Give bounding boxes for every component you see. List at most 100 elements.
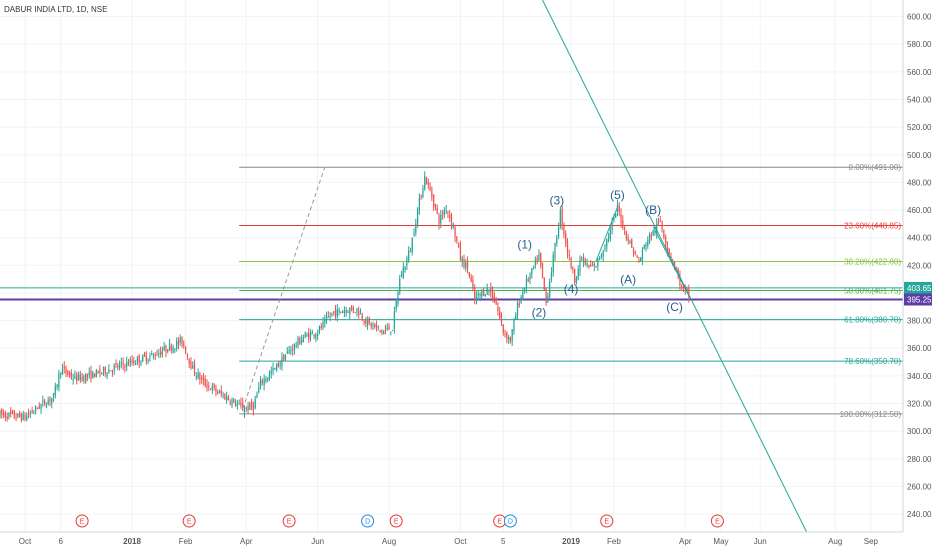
candle-body	[679, 275, 681, 286]
candle-body	[397, 292, 399, 304]
event-badge[interactable]	[182, 514, 196, 528]
candle-body	[447, 211, 449, 214]
candle-body	[279, 363, 281, 366]
candle-body	[641, 249, 644, 260]
candle-body	[568, 254, 570, 256]
candle-body	[226, 396, 228, 401]
candle-body	[65, 366, 67, 374]
event-badge[interactable]	[361, 514, 375, 528]
candle-body	[209, 389, 212, 391]
candle-body	[663, 230, 665, 239]
candle-body	[550, 272, 553, 280]
candle-body	[295, 345, 297, 347]
event-badge[interactable]	[600, 514, 614, 528]
trend-lines[interactable]	[242, 0, 808, 533]
candle-body	[136, 357, 139, 362]
candle-body	[547, 295, 549, 302]
candle-body	[481, 290, 483, 297]
event-badge[interactable]	[710, 514, 724, 528]
trend-line[interactable]	[242, 167, 326, 410]
candle-body	[609, 228, 611, 240]
candle-body	[506, 332, 508, 339]
candle-body	[500, 314, 503, 324]
candle-body	[347, 312, 349, 314]
candle-body	[340, 311, 342, 313]
candle-body	[629, 240, 631, 244]
candle-body	[159, 351, 162, 355]
candle-body	[525, 278, 528, 288]
price-tag[interactable]	[904, 293, 932, 306]
candle-body	[402, 267, 404, 278]
candle-body	[556, 238, 558, 244]
price-tick-label: 580.00	[907, 40, 932, 49]
price-tag[interactable]	[904, 281, 932, 294]
candle-body	[165, 345, 167, 352]
candle-body	[288, 350, 290, 354]
candle-body	[158, 353, 160, 355]
trend-line[interactable]	[595, 207, 618, 262]
time-tick-label: 5	[501, 537, 506, 546]
candle-body	[2, 413, 5, 415]
price-tick-label: 340.00	[907, 372, 932, 381]
candle-body	[309, 332, 312, 337]
candle-body	[272, 367, 274, 372]
candle-body	[531, 268, 533, 275]
candle-body	[115, 363, 117, 365]
trend-line[interactable]	[542, 0, 808, 533]
candle-body	[388, 325, 390, 330]
candle-body	[488, 289, 490, 291]
candle-body	[206, 383, 208, 388]
candle-body	[408, 251, 410, 261]
event-badge[interactable]	[389, 514, 403, 528]
candle-body	[49, 398, 51, 402]
event-badge[interactable]	[503, 514, 517, 528]
event-badge[interactable]	[282, 514, 296, 528]
candle-body	[51, 397, 53, 404]
candle-body	[258, 387, 260, 392]
candle-body	[311, 332, 313, 335]
candle-body	[274, 367, 276, 369]
candle-body	[366, 319, 369, 326]
candle-body	[581, 257, 583, 260]
candle-body	[118, 364, 121, 368]
candle-body	[425, 178, 428, 185]
candle-body	[26, 415, 28, 421]
price-tick-label: 280.00	[907, 455, 932, 464]
candle-body	[349, 308, 351, 314]
candle-body	[365, 320, 367, 324]
candle-body	[404, 266, 406, 271]
candle-body	[456, 236, 458, 242]
candle-body	[138, 355, 140, 363]
candle-body	[299, 337, 301, 344]
candle-body	[154, 355, 156, 357]
candle-body	[176, 341, 178, 349]
candle-body	[622, 220, 624, 228]
time-axis[interactable]: Oct 6 2018 Feb Apr Jun Aug Oct 5 2019 Feb Apr May Jun…	[0, 531, 932, 550]
candle-body	[593, 263, 595, 267]
candle-body	[563, 224, 565, 234]
fib-level-label: 78.60%(350.70)	[844, 357, 901, 366]
candle-body	[181, 336, 183, 345]
fibonacci-retracement[interactable]: 0.00%(491.00) 23.60%(448.85) 38.20%(422.80…	[239, 163, 903, 419]
candle-body	[190, 361, 192, 369]
candle-body	[477, 293, 479, 296]
price-tick-label: 500.00	[907, 151, 932, 160]
horizontal-price-lines[interactable]	[0, 287, 903, 301]
candle-body	[240, 402, 242, 406]
event-badge[interactable]	[75, 514, 89, 528]
candle-body	[354, 311, 356, 313]
candle-body	[499, 311, 501, 318]
trend-line[interactable]	[652, 226, 690, 296]
price-axis[interactable]: 600.00 580.00 560.00 540.00 520.00 500.00 480.…	[902, 0, 932, 550]
price-tick-label: 360.00	[907, 344, 932, 353]
candle-body	[597, 258, 599, 267]
candle-body	[104, 367, 106, 374]
candle-body	[108, 369, 110, 374]
candle-body	[595, 265, 597, 267]
candle-body	[242, 403, 244, 411]
candle-body	[458, 243, 460, 247]
candle-body	[52, 393, 55, 398]
candle-body	[682, 285, 685, 289]
